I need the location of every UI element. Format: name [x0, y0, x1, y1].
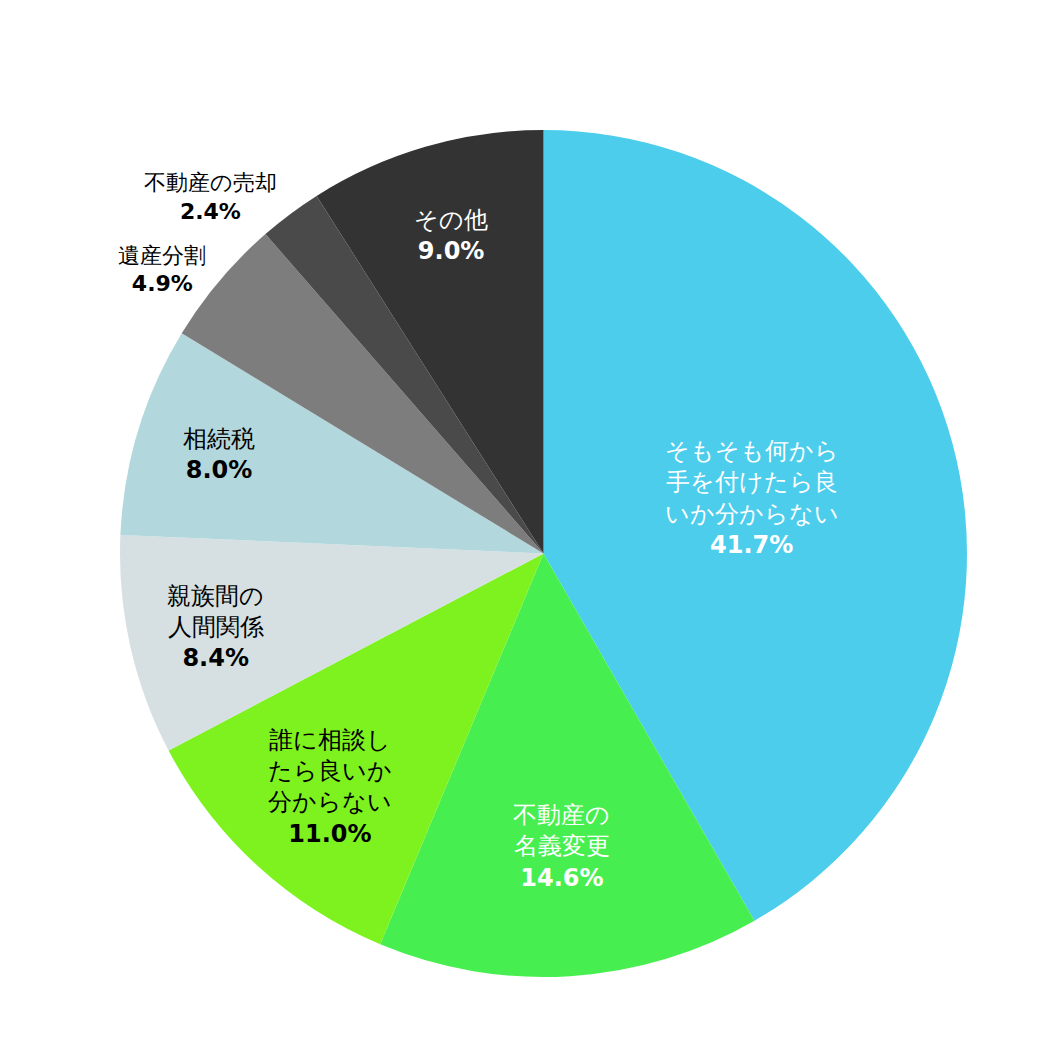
svg-text:不動産の名義変更14.6%: 不動産の名義変更14.6%	[513, 801, 610, 891]
svg-text:遺産分割4.9%: 遺産分割4.9%	[118, 243, 206, 297]
svg-text:不動産の売却2.4%: 不動産の売却2.4%	[144, 170, 277, 224]
svg-text:誰に相談したら良いか分からない11.0%: 誰に相談したら良いか分からない11.0%	[268, 726, 392, 848]
svg-text:その他9.0%: その他9.0%	[414, 206, 488, 265]
svg-text:そもそも何から手を付けたら良いか分からない41.7%: そもそも何から手を付けたら良いか分からない41.7%	[665, 437, 839, 559]
svg-text:相続税8.0%: 相続税8.0%	[183, 425, 255, 484]
svg-text:親族間の人間関係8.4%: 親族間の人間関係8.4%	[167, 582, 264, 672]
